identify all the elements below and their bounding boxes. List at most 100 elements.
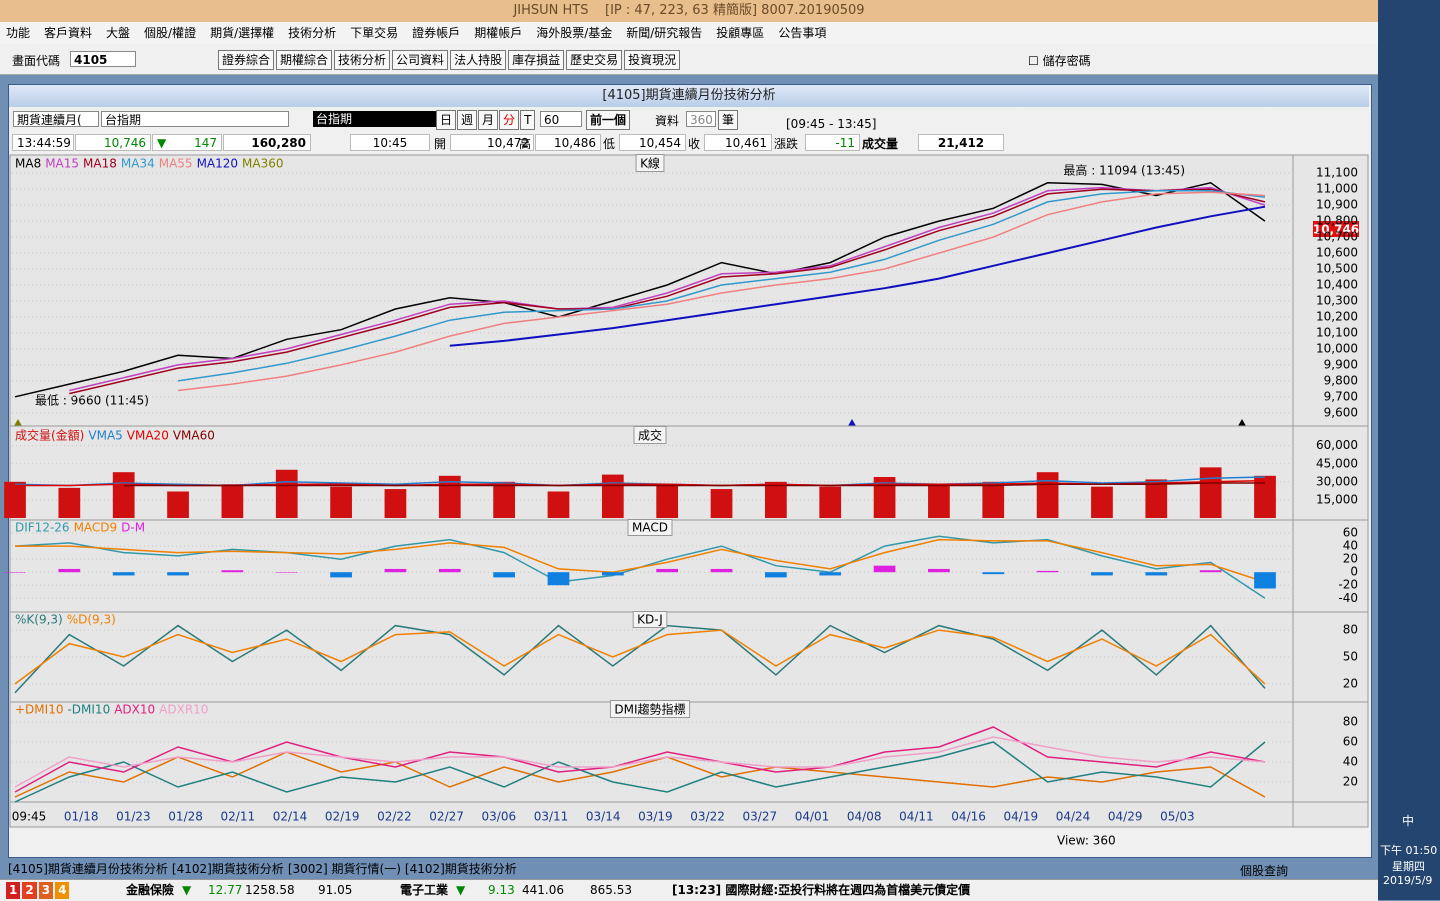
product-name: 台指期	[313, 111, 436, 127]
tabs: [4105]期貨連續月份技術分析 [4102]期貨技術分析 [3002] 期貨行情(…	[8, 860, 517, 877]
bar	[112, 472, 135, 518]
y-tick-label: 9,800	[1324, 373, 1358, 387]
high: 10,486	[535, 134, 601, 151]
menu-item[interactable]: 功能	[6, 26, 31, 40]
bar	[1145, 572, 1168, 576]
quote-price: 10,746	[75, 134, 151, 151]
save-password[interactable]: ☐ 儲存密碼	[1028, 54, 1091, 68]
code-label: 畫面代碼	[12, 54, 61, 68]
menu-item[interactable]: 新聞/研究報告	[626, 26, 703, 40]
series-line	[177, 191, 1266, 392]
count-unit[interactable]: 筆	[718, 110, 739, 130]
app-name: JIHSUN HTS	[513, 3, 589, 18]
clock-weekday: 星期四	[1392, 860, 1425, 873]
toolbar-button[interactable]: 技術分析	[334, 50, 391, 70]
toolbar-button[interactable]: 法人持股	[450, 50, 507, 70]
product-type[interactable]: 期貨連續月(	[13, 111, 99, 127]
tab[interactable]: [3002] 期貨行情(一)	[287, 862, 401, 876]
y-tick-label: 10,700	[1316, 230, 1358, 244]
menu-item[interactable]: 海外股票/基金	[536, 26, 613, 40]
legend-entry: VMA5	[88, 429, 122, 443]
page-button[interactable]: 4	[55, 882, 70, 899]
menu-item[interactable]: 證券帳戶	[412, 26, 461, 40]
low: 10,454	[619, 134, 686, 151]
interval[interactable]: 60	[540, 111, 582, 127]
sector1-amount: 91.05	[318, 883, 353, 897]
menu-item[interactable]: 期權帳戶	[474, 26, 523, 40]
bar	[112, 572, 135, 576]
news[interactable]: [13:23] 國際財經:亞投行料將在週四為首檔美元債定價	[672, 883, 971, 897]
menu-item[interactable]: 投顧專區	[716, 26, 765, 40]
menu-item[interactable]: 個股/權證	[144, 26, 197, 40]
y-tick-label: 10,800	[1316, 214, 1358, 228]
menu-item[interactable]: 客戶資料	[44, 26, 93, 40]
period-button[interactable]: 週	[457, 110, 478, 130]
sector2-amount: 865.53	[590, 883, 632, 897]
series-line	[177, 190, 1266, 382]
product[interactable]: 台指期	[101, 111, 289, 127]
bar	[58, 487, 81, 518]
menu-item[interactable]: 期貨/選擇權	[210, 26, 275, 40]
series-line	[69, 188, 1266, 395]
prev-button[interactable]: 前一個	[586, 110, 631, 130]
toolbar-button[interactable]: 歷史交易	[566, 50, 623, 70]
series-line	[123, 482, 1265, 487]
series-line	[14, 736, 1266, 788]
low-label: 低	[603, 137, 616, 151]
page-button[interactable]: 2	[22, 882, 37, 899]
y-tick-label: 20	[1343, 676, 1358, 690]
page-button[interactable]: 1	[6, 882, 21, 899]
page-button[interactable]: 3	[38, 882, 54, 899]
toolbar-button[interactable]: 證券綜合	[218, 50, 275, 70]
toolbar-button[interactable]: 庫存損益	[508, 50, 565, 70]
toolbar-button[interactable]: 公司資料	[392, 50, 449, 70]
period-button[interactable]: T	[520, 110, 536, 130]
x-tick-label: 02/14	[273, 810, 308, 824]
panel-title: MACD	[632, 521, 668, 535]
x-tick-label: 02/22	[377, 810, 412, 824]
panel-title: KD-J	[637, 613, 663, 627]
menu-item[interactable]: 大盤	[106, 26, 131, 40]
chart: 最高 : 11094 (13:45) 最低 : 9660 (11:45) 10,…	[4, 154, 1369, 848]
series-line	[15, 538, 1266, 583]
period-button[interactable]: 日	[436, 110, 457, 130]
x-tick-label: 03/11	[534, 810, 569, 824]
y-tick-label: 60	[1343, 735, 1358, 749]
legend-entry: +DMI10	[15, 703, 63, 717]
bar	[819, 572, 842, 576]
sector2-arrow: ▼	[456, 883, 466, 897]
bar	[601, 572, 624, 576]
stock-query[interactable]: 個股查詢	[1240, 864, 1289, 878]
vol-label: 成交量	[862, 137, 899, 151]
menu-item[interactable]: 公告事項	[778, 26, 827, 40]
panel-title: K線	[640, 156, 660, 171]
x-tick-label: 02/19	[325, 810, 360, 824]
y-tick-label: 80	[1343, 623, 1358, 637]
ime: 中	[1402, 814, 1415, 828]
bar	[928, 568, 950, 573]
count[interactable]: 360	[686, 111, 716, 127]
close: 10,461	[704, 134, 772, 151]
y-tick-label: 10,400	[1316, 278, 1358, 292]
menu-item[interactable]: 技術分析	[288, 26, 337, 40]
toolbar-button[interactable]: 投資現況	[624, 50, 681, 70]
period-button[interactable]: 月	[478, 110, 499, 130]
y-tick-label: 9,700	[1324, 389, 1358, 403]
high-label: 高	[519, 137, 532, 151]
chg: -11	[805, 134, 860, 151]
tab[interactable]: [4102]期貨技術分析	[171, 862, 284, 876]
title-bar: JIHSUN HTS [IP : 47, 223, 63 精簡版] 8007.2…	[0, 0, 1378, 22]
bar	[221, 484, 244, 518]
code-input[interactable]: 4105	[70, 51, 136, 67]
menu-item[interactable]: 下單交易	[350, 26, 399, 40]
bar	[275, 572, 298, 573]
legend-entry: MA34	[121, 157, 155, 171]
toolbar-button[interactable]: 期權綜合	[276, 50, 333, 70]
bar	[493, 481, 515, 518]
period-button[interactable]: 分	[499, 110, 520, 130]
y-tick-label: 10,900	[1316, 198, 1358, 212]
tab[interactable]: [4105]期貨連續月份技術分析	[8, 862, 168, 876]
chg-label: 漲跌	[774, 137, 799, 151]
tab[interactable]: [4102]期貨技術分析	[404, 862, 517, 876]
